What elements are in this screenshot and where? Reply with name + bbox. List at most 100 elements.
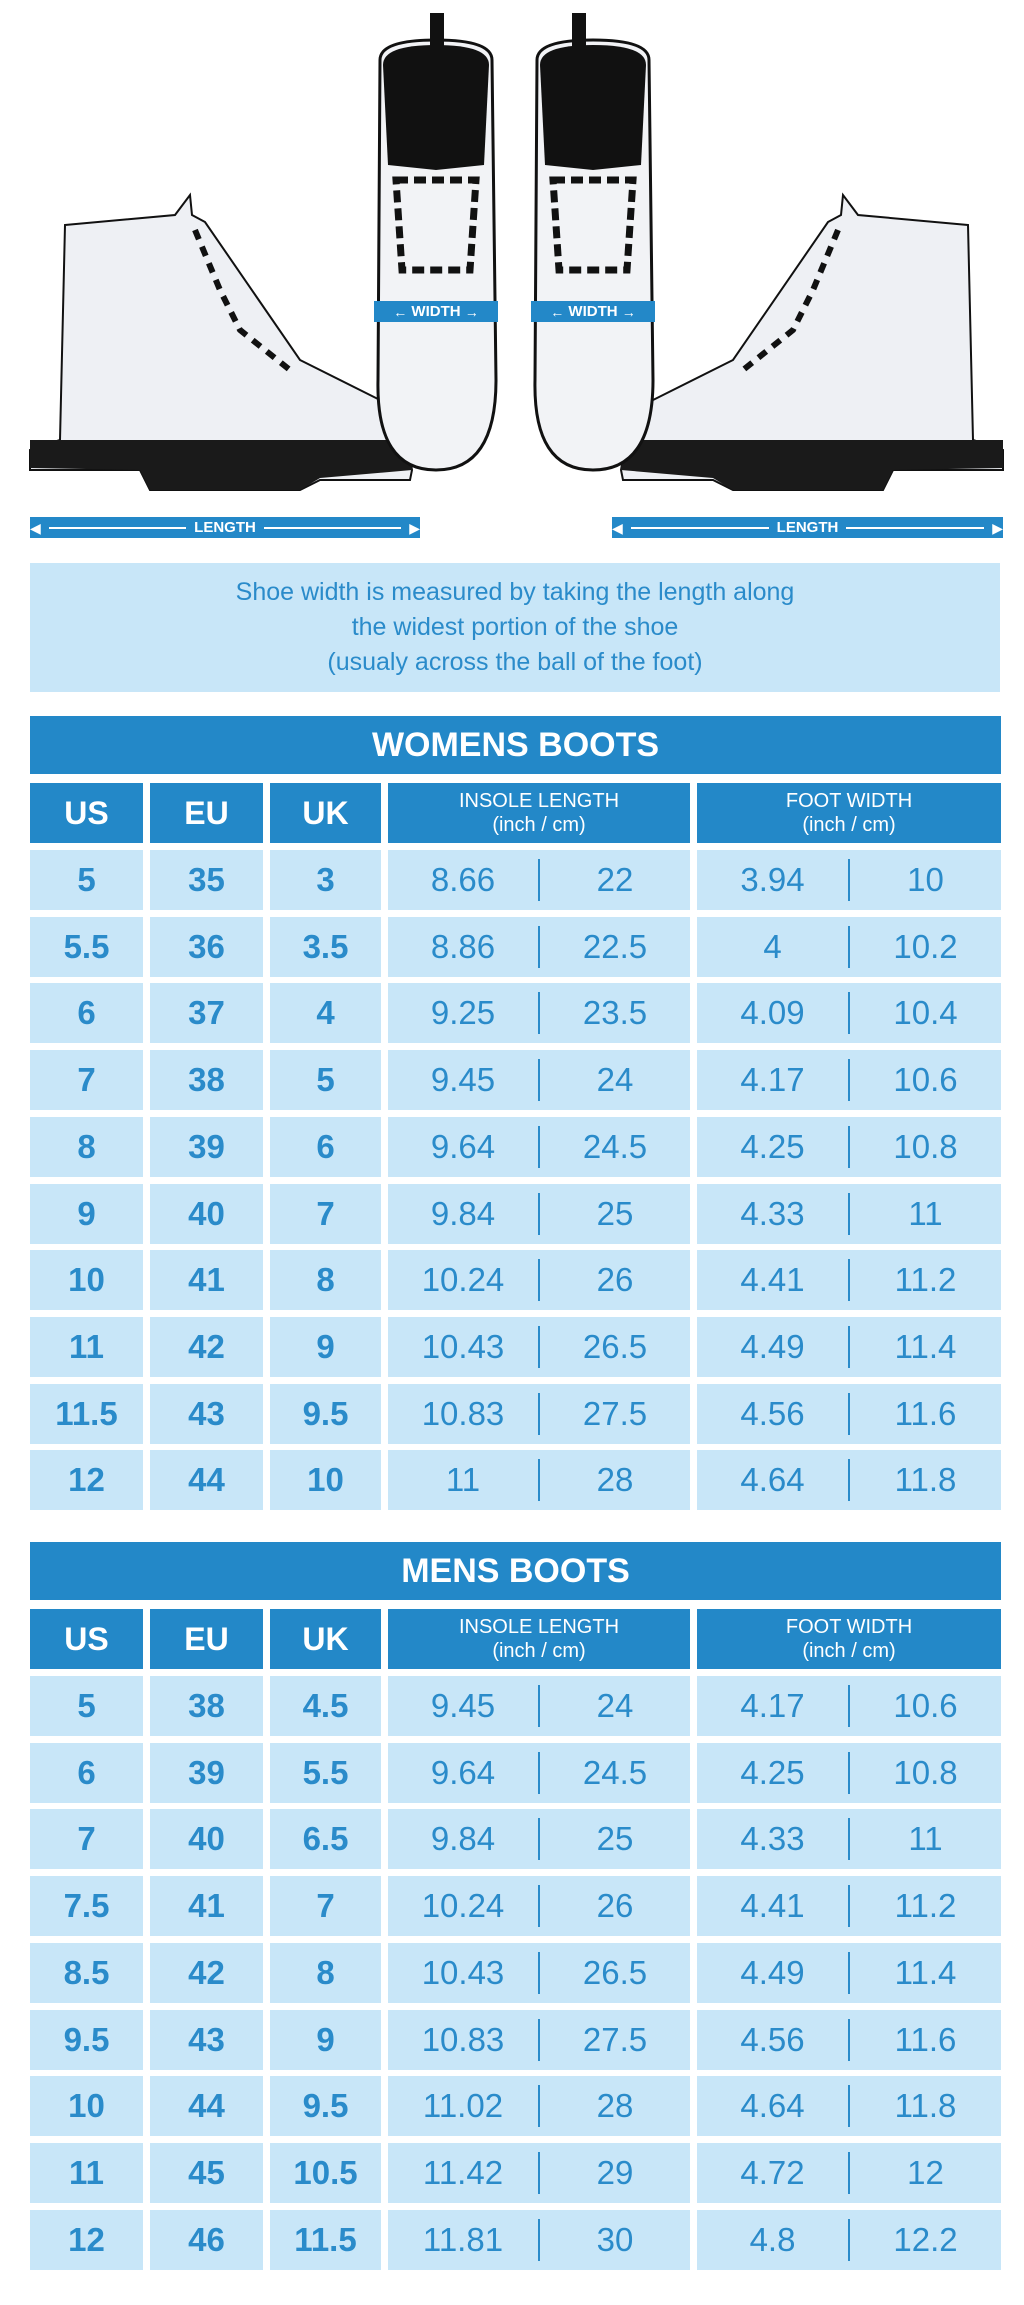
divider: [538, 1818, 540, 1861]
col-label: FOOT WIDTH: [785, 790, 913, 812]
width-inch: 4.41: [740, 1261, 805, 1299]
insole-length-cell: 10.43 26.5: [388, 1942, 690, 2003]
divider: [848, 1459, 850, 1502]
eu-size: 36: [150, 916, 263, 977]
divider: [538, 859, 540, 901]
insole-length-cell: 10.83 27.5: [388, 1383, 690, 1444]
us-size: 5: [30, 850, 143, 910]
insole-inch: 8.66: [430, 861, 496, 898]
insole-inch: 11.81: [422, 2220, 504, 2258]
width-inch: 3.94: [740, 861, 805, 898]
eu-size: 40: [150, 1809, 263, 1870]
col-us: US: [30, 1609, 143, 1669]
table-row: 7.5 41 7 10.24 26 4.41 11.2: [30, 1876, 1001, 1937]
width-cm: 11.8: [894, 2087, 957, 2125]
insole-cm: 24.5: [582, 1127, 648, 1165]
divider: [848, 992, 850, 1035]
divider: [538, 1459, 540, 1502]
insole-inch: 10.43: [421, 1327, 505, 1365]
eu-size: 39: [150, 1116, 263, 1177]
divider: [538, 1325, 540, 1368]
foot-width-cell: 4 10.2: [697, 916, 1001, 977]
insole-cm: 25: [596, 1820, 634, 1858]
foot-width-cell: 4.56 11.6: [697, 2009, 1001, 2070]
divider: [538, 1125, 540, 1168]
table-row: 11 42 9 10.43 26.5 4.49 11.4: [30, 1316, 1001, 1377]
insole-length-cell: 10.83 27.5: [388, 2009, 690, 2070]
foot-width-cell: 4.25 10.8: [697, 1742, 1001, 1803]
insole-cm: 27.5: [582, 2020, 648, 2058]
us-size: 9.5: [30, 2009, 143, 2070]
width-cm: 11.6: [894, 1394, 957, 1432]
width-cm: 10.6: [893, 1061, 958, 1099]
width-cm: 11.6: [894, 2020, 957, 2058]
table-row: 5 35 3 8.66 22 3.94 10: [30, 850, 1001, 910]
foot-width-cell: 4.49 11.4: [697, 1942, 1001, 2003]
col-units: (inch / cm): [492, 1640, 586, 1662]
foot-width-cell: 4.17 10.6: [697, 1676, 1001, 1736]
foot-width-cell: 4.64 11.8: [697, 1450, 1001, 1511]
eu-size: 43: [150, 1383, 263, 1444]
uk-size: 10: [270, 1450, 381, 1511]
insole-length-cell: 10.43 26.5: [388, 1316, 690, 1377]
insole-length-cell: 9.45 24: [388, 1676, 690, 1736]
insole-cm: 26: [596, 1261, 634, 1299]
insole-inch: 9.84: [430, 1820, 496, 1858]
insole-cm: 29: [596, 2153, 634, 2191]
uk-size: 3.5: [270, 916, 381, 977]
length-bar-left: ◀ LENGTH ▶: [30, 517, 420, 538]
us-size: 12: [30, 2209, 143, 2270]
divider: [538, 1685, 540, 1727]
insole-length-cell: 9.64 24.5: [388, 1742, 690, 1803]
divider: [848, 1951, 850, 1994]
insole-cm: 25: [596, 1194, 634, 1232]
divider: [848, 859, 850, 901]
boot-measurement-diagram: ◀ LENGTH ▶ ◀ LENGTH ▶ ← WIDTH → ← WIDTH …: [0, 0, 1024, 540]
left-boot-side-image: [29, 192, 414, 491]
width-bar-right: ← WIDTH →: [531, 301, 655, 322]
col-uk: UK: [270, 783, 381, 843]
foot-width-cell: 4.17 10.6: [697, 1050, 1001, 1111]
length-label: LENGTH: [194, 519, 256, 536]
eu-size: 38: [150, 1676, 263, 1736]
right-boot-side-image: [619, 192, 1004, 491]
uk-size: 11.5: [270, 2209, 381, 2270]
insole-length-cell: 9.84 25: [388, 1809, 690, 1870]
length-label: LENGTH: [776, 519, 839, 536]
divider: [538, 2218, 540, 2261]
uk-size: 7: [270, 1876, 381, 1937]
divider: [848, 1192, 850, 1235]
col-foot-width: FOOT WIDTH (inch / cm): [697, 783, 1001, 843]
width-inch: 4.25: [740, 1127, 805, 1165]
insole-inch: 11: [445, 1461, 481, 1499]
uk-size: 6: [270, 1116, 381, 1177]
arrow-right-icon: ▶: [409, 519, 421, 536]
right-boot-top-image: [533, 13, 655, 472]
arrow-right-icon: ▶: [992, 519, 1004, 536]
insole-inch: 9.45: [430, 1061, 496, 1099]
width-inch: 4.17: [740, 1061, 805, 1099]
info-line: Shoe width is measured by taking the len…: [235, 578, 795, 606]
width-info-box: Shoe width is measured by taking the len…: [30, 563, 1000, 692]
width-cm: 11.4: [894, 1953, 957, 1991]
insole-cm: 26.5: [582, 1953, 648, 1991]
table-row: 9.5 43 9 10.83 27.5 4.56 11.6: [30, 2009, 1001, 2070]
us-size: 11: [30, 2142, 143, 2203]
eu-size: 39: [150, 1742, 263, 1803]
table-row: 6 37 4 9.25 23.5 4.09 10.4: [30, 983, 1001, 1044]
us-size: 8.5: [30, 1942, 143, 2003]
divider: [538, 992, 540, 1035]
width-inch: 4.49: [740, 1327, 805, 1365]
us-size: 7: [30, 1050, 143, 1111]
width-label: WIDTH: [568, 303, 618, 320]
uk-size: 8: [270, 1942, 381, 2003]
uk-size: 5.5: [270, 1742, 381, 1803]
insole-inch: 9.64: [430, 1127, 496, 1165]
info-line: the widest portion of the shoe: [351, 613, 679, 641]
width-inch: 4.17: [740, 1687, 805, 1724]
insole-cm: 23.5: [582, 994, 648, 1032]
divider: [848, 1059, 850, 1102]
insole-length-cell: 10.24 26: [388, 1876, 690, 1937]
divider: [848, 1325, 850, 1368]
width-cm: 10.2: [893, 927, 958, 965]
